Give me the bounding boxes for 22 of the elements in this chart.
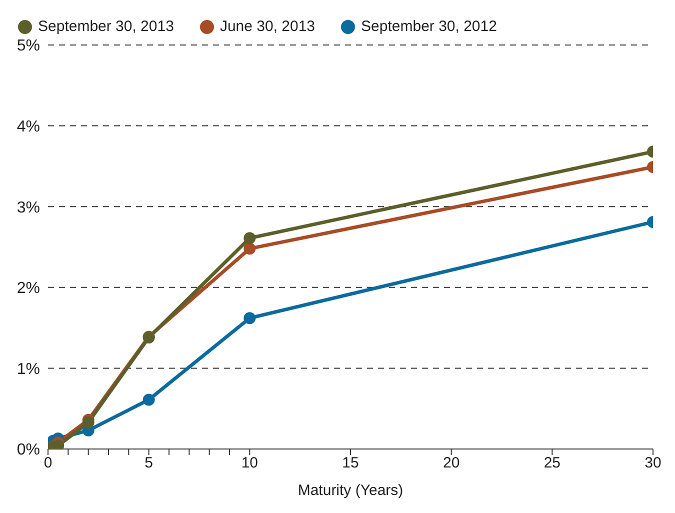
y-tick-label: 5% — [16, 38, 40, 55]
x-axis-title: Maturity (Years) — [298, 482, 404, 499]
point — [82, 416, 94, 428]
point — [142, 394, 155, 406]
x-tick-label: 20 — [442, 454, 460, 472]
point — [244, 312, 256, 324]
y-tick-label: 0% — [16, 442, 40, 459]
x-tick-label: 0 — [44, 454, 52, 472]
x-tick-label: 5 — [144, 454, 154, 472]
x-tick-label: 15 — [342, 454, 359, 472]
legend-label: June 30, 2013 — [218, 18, 316, 35]
x-tick-label: 25 — [544, 454, 561, 472]
point — [244, 242, 256, 255]
legend-label: September 30, 2013 — [37, 18, 174, 35]
y-tick-label: 2% — [16, 280, 40, 298]
y-tick-label: 3% — [16, 199, 40, 216]
y-tick-label: 1% — [16, 360, 40, 378]
x-tick-label: 10 — [241, 454, 258, 472]
legend-label: September 30, 2012 — [360, 18, 497, 35]
x-tick-label: 30 — [644, 454, 662, 472]
point — [244, 232, 256, 244]
y-tick-label: 4% — [16, 118, 40, 136]
